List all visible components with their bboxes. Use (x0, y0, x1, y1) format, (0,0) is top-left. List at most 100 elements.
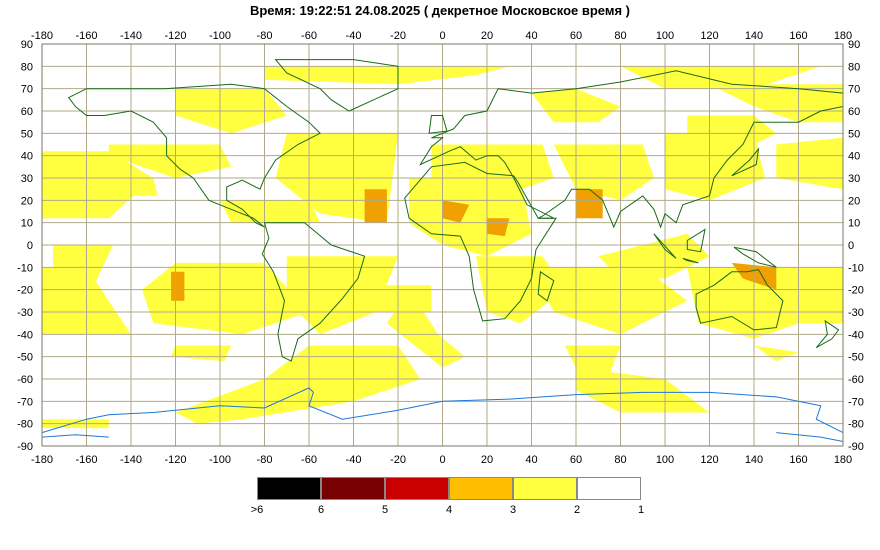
lon-tick-top: -140 (120, 30, 142, 42)
coastline (731, 147, 760, 177)
coastline (695, 269, 784, 331)
lat-tick-left: -60 (17, 374, 33, 386)
lat-tick-right: 0 (848, 240, 854, 252)
lon-tick-top: -180 (31, 30, 53, 42)
lon-tick-top: 160 (789, 30, 807, 42)
axis-ticks: -180-180-160-160-140-140-120-120-100-100… (17, 30, 864, 466)
lat-tick-left: -30 (17, 307, 33, 319)
kp3-zone (386, 289, 465, 368)
lon-tick-bottom: 180 (834, 454, 852, 466)
lat-tick-right: -10 (848, 262, 864, 274)
lat-tick-left: -50 (17, 352, 33, 364)
lat-tick-right: 60 (848, 106, 860, 118)
lon-tick-top: 140 (745, 30, 763, 42)
kp3-zone (286, 256, 398, 335)
kp3-zone (564, 345, 621, 375)
coastline (682, 257, 699, 264)
coastline (428, 115, 448, 134)
lat-tick-right: -20 (848, 285, 864, 297)
kp4-zone (576, 189, 603, 219)
legend-swatch (449, 477, 513, 500)
lon-tick-bottom: 120 (700, 454, 718, 466)
kp3-zone (175, 345, 421, 424)
legend-label: 2 (573, 504, 581, 516)
lat-tick-left: 70 (21, 84, 33, 96)
lat-tick-right: 80 (848, 61, 860, 73)
lat-tick-left: 20 (21, 195, 33, 207)
kp3-zone (53, 245, 114, 301)
lon-tick-top: -160 (75, 30, 97, 42)
lon-tick-bottom: 100 (656, 454, 674, 466)
lon-tick-bottom: 60 (570, 454, 582, 466)
coastline (67, 83, 321, 228)
coastline (418, 70, 844, 229)
lat-tick-right: 50 (848, 128, 860, 140)
lat-tick-right: 70 (848, 84, 860, 96)
lon-tick-top: 100 (656, 30, 674, 42)
kp4-zone (171, 271, 185, 301)
coastline (653, 233, 677, 259)
legend-label: >6 (250, 504, 264, 516)
lat-tick-right: 40 (848, 151, 860, 163)
lon-tick-top: 180 (834, 30, 852, 42)
lat-tick-right: -40 (848, 329, 864, 341)
lon-tick-bottom: -120 (164, 454, 186, 466)
lat-tick-right: 20 (848, 195, 860, 207)
kp3-zone (553, 144, 654, 201)
lon-tick-bottom: -60 (301, 454, 317, 466)
legend-swatch (321, 477, 385, 500)
lat-tick-right: -70 (848, 396, 864, 408)
lat-tick-left: 90 (21, 39, 33, 51)
lon-tick-top: 20 (481, 30, 493, 42)
kp3-zone (709, 84, 843, 123)
lat-tick-left: 30 (21, 173, 33, 185)
lon-tick-bottom: -20 (390, 454, 406, 466)
lat-tick-left: -80 (17, 419, 33, 431)
lat-tick-right: -80 (848, 419, 864, 431)
coastline (537, 270, 555, 302)
kp4-zone (364, 189, 387, 223)
lon-tick-bottom: -40 (346, 454, 362, 466)
lon-tick-bottom: 0 (439, 454, 445, 466)
lat-tick-left: 50 (21, 128, 33, 140)
lon-tick-top: 60 (570, 30, 582, 42)
lon-tick-bottom: 160 (789, 454, 807, 466)
lat-tick-right: 30 (848, 173, 860, 185)
lat-tick-left: -40 (17, 329, 33, 341)
lon-tick-bottom: -80 (257, 454, 273, 466)
lat-tick-left: -90 (17, 441, 33, 453)
lat-lon-grid (41, 43, 844, 447)
kp3-zone (171, 345, 232, 362)
lon-tick-top: -20 (390, 30, 406, 42)
kp3-zone (409, 178, 532, 257)
lon-tick-top: -120 (164, 30, 186, 42)
lon-tick-bottom: 20 (481, 454, 493, 466)
lon-tick-top: 0 (439, 30, 445, 42)
lon-tick-top: -60 (301, 30, 317, 42)
legend-label: 3 (509, 504, 517, 516)
kp3-zone (531, 267, 688, 335)
kp4-zone (442, 200, 470, 223)
lon-tick-top: 80 (614, 30, 626, 42)
lon-tick-bottom: 80 (614, 454, 626, 466)
legend-label: 4 (445, 504, 453, 516)
lon-tick-bottom: -160 (75, 454, 97, 466)
antarctica-coastline (41, 387, 844, 434)
lat-tick-left: 0 (27, 240, 33, 252)
antarctica-coastline (776, 432, 844, 442)
kp3-zone (754, 345, 799, 362)
kp3-zone (220, 200, 321, 223)
lon-tick-bottom: 140 (745, 454, 763, 466)
coastline (733, 246, 777, 268)
coastline (686, 228, 706, 253)
lon-tick-bottom: 40 (525, 454, 537, 466)
lat-tick-right: -30 (848, 307, 864, 319)
antarctica-coastline (41, 434, 109, 438)
lat-tick-left: 40 (21, 151, 33, 163)
kp3-zone (108, 144, 232, 178)
legend-label: 5 (381, 504, 389, 516)
lon-tick-bottom: -100 (209, 454, 231, 466)
kp3-zone (264, 66, 510, 85)
legend-swatch (513, 477, 577, 500)
